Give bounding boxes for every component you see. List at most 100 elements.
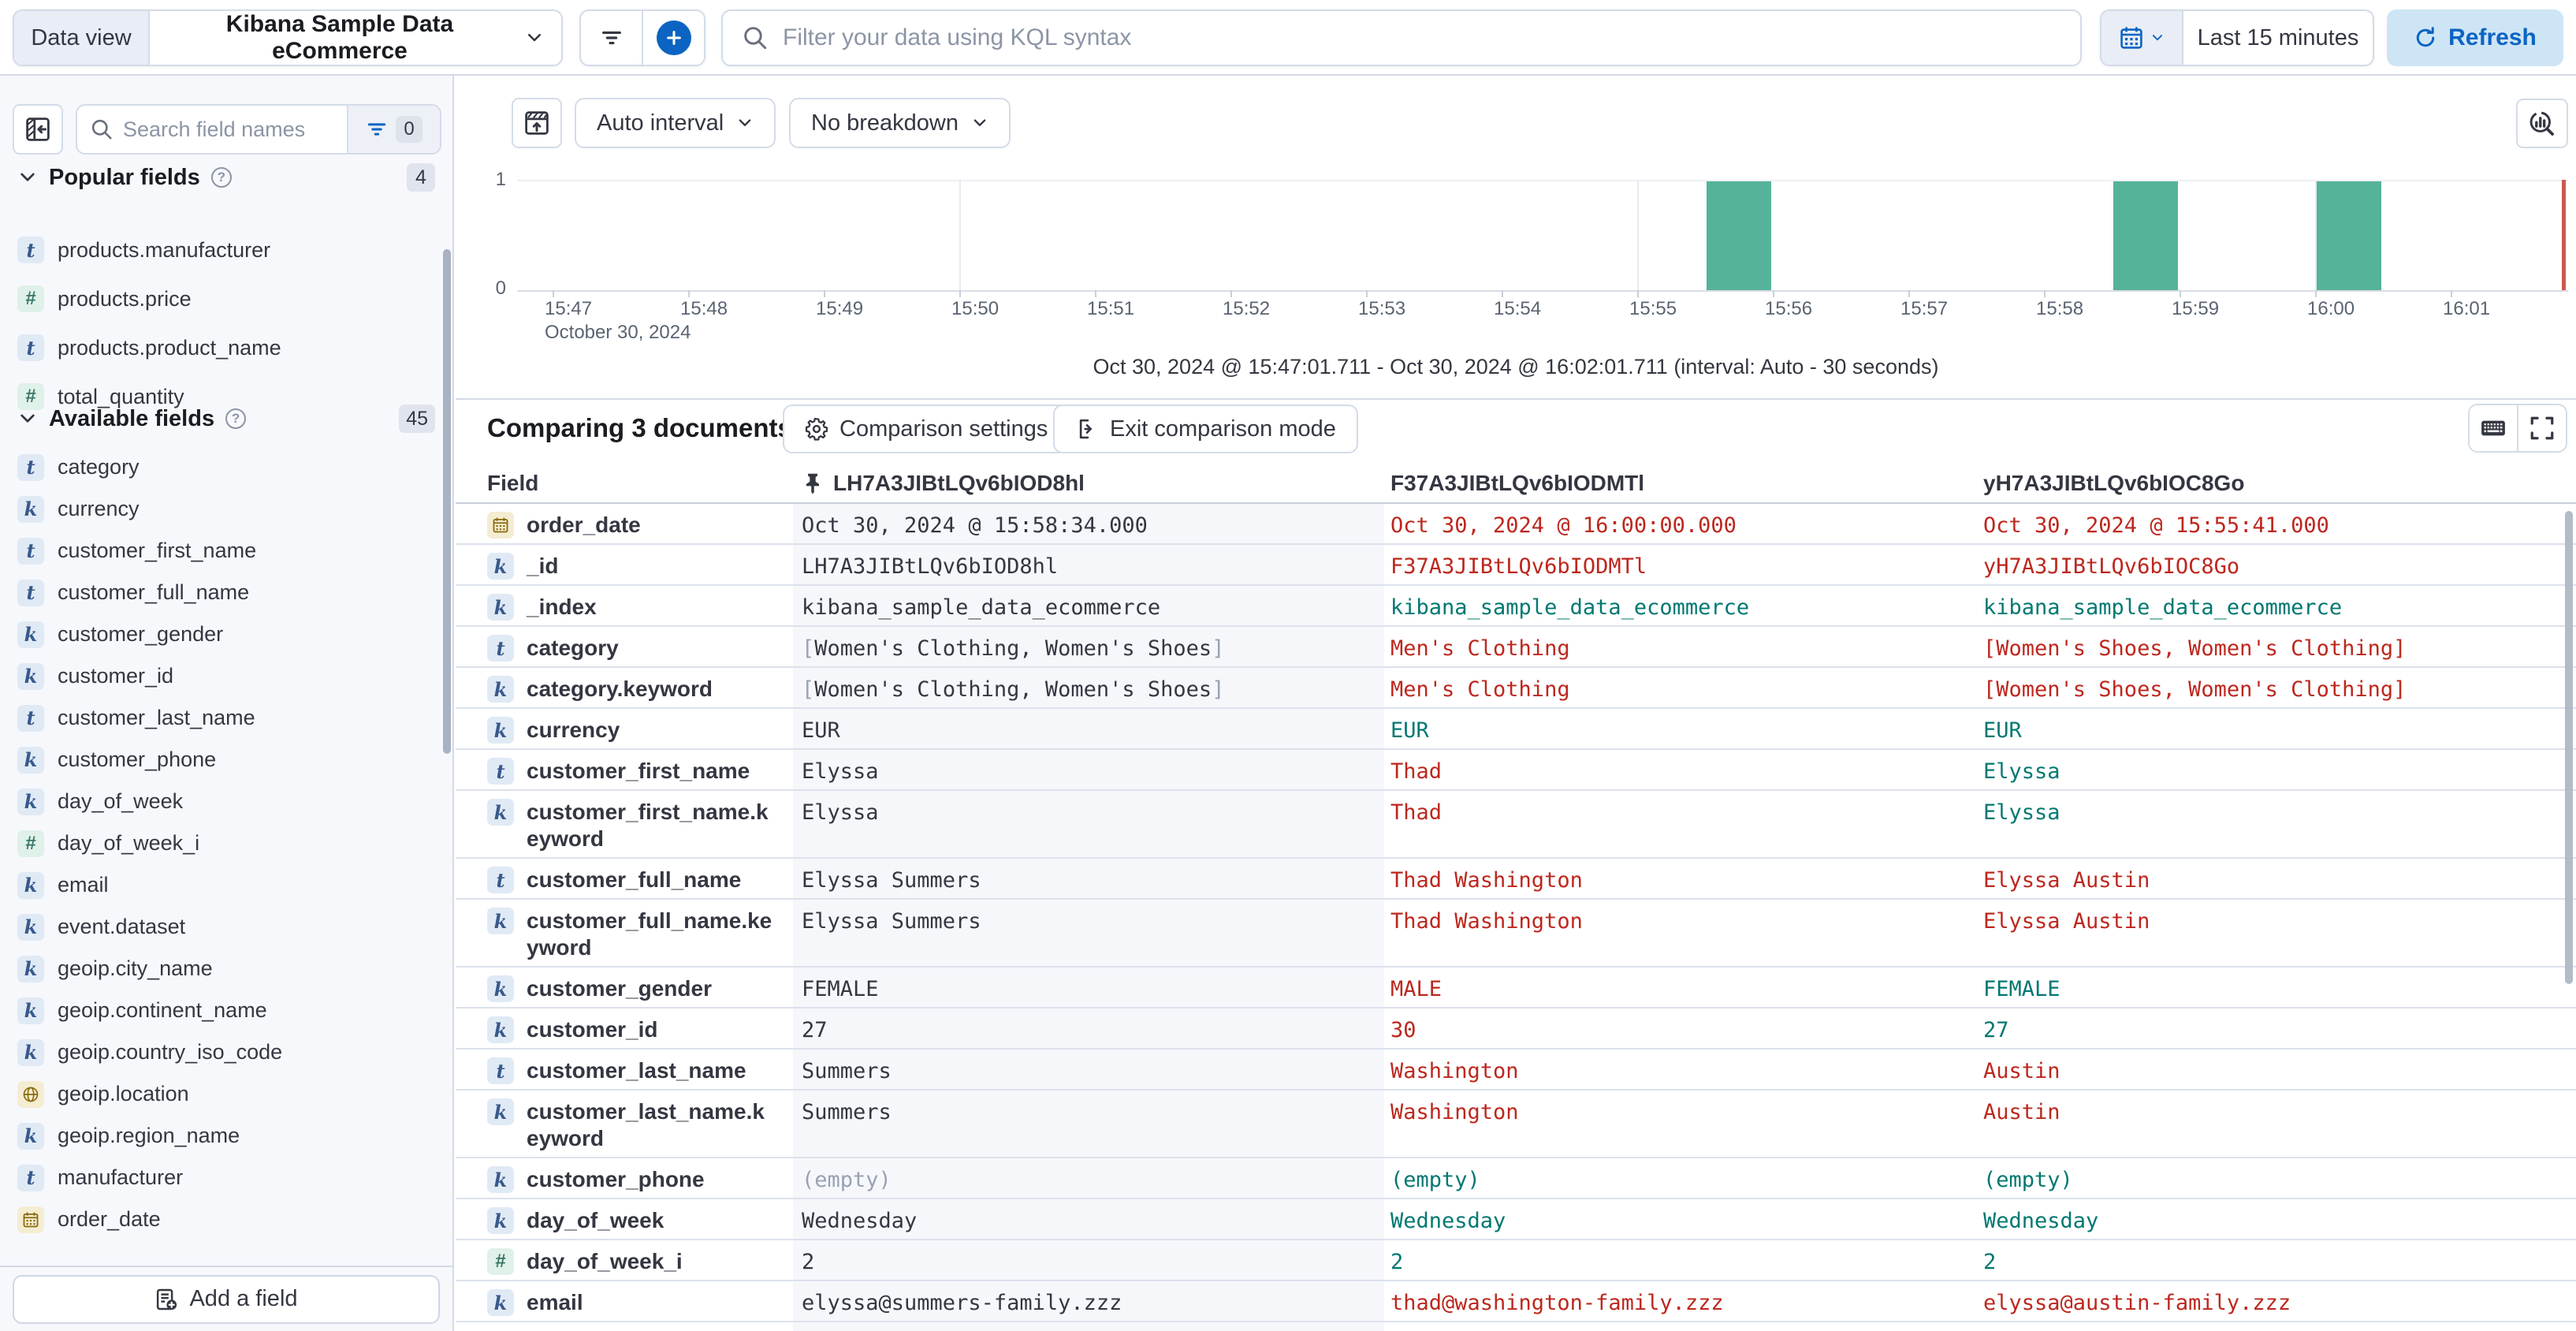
sidebar-field-customer_full_name[interactable]: t customer_full_name: [0, 572, 452, 613]
comparison-settings-button[interactable]: Comparison settings: [783, 405, 1070, 453]
comparison-row-category.keyword: k category.keyword [Women's Clothing, Wome…: [456, 668, 2576, 709]
row-field-name: customer_first_name.keyword: [527, 800, 769, 851]
sidebar-field-geoip.location[interactable]: geoip.location: [0, 1073, 452, 1115]
data-view-button[interactable]: Kibana Sample Data eCommerce: [150, 11, 561, 65]
sidebar-field-day_of_week_i[interactable]: # day_of_week_i: [0, 822, 452, 864]
field-type-text-badge: t: [17, 237, 44, 263]
help-icon[interactable]: [225, 408, 247, 429]
top-navigation-bar: Data view Kibana Sample Data eCommerce L…: [0, 0, 2576, 76]
field-type-text-badge: t: [17, 1164, 44, 1191]
fullscreen-icon: [2529, 415, 2556, 442]
sidebar-field-geoip.continent_name[interactable]: k geoip.continent_name: [0, 990, 452, 1031]
kql-query-input[interactable]: [783, 24, 2061, 51]
fullscreen-button[interactable]: [2517, 405, 2566, 451]
row-value: [Women's Clothing, Women's Shoes]: [802, 636, 1225, 661]
sidebar-field-day_of_week[interactable]: k day_of_week: [0, 781, 452, 822]
row-value: thad@washington-family.zzz: [1390, 1291, 1724, 1315]
field-label: event.dataset: [58, 915, 186, 938]
sidebar-field-geoip.city_name[interactable]: k geoip.city_name: [0, 948, 452, 990]
comparison-row-day_of_week: k day_of_week Wednesday Wednesday Wednesday: [456, 1199, 2576, 1240]
sidebar-field-email[interactable]: k email: [0, 864, 452, 906]
field-label: geoip.region_name: [58, 1124, 240, 1147]
row-value: Oct 30, 2024 @ 16:00:00.000: [1390, 513, 1737, 538]
filter-menu-button[interactable]: [581, 11, 642, 65]
field-type-keyword-badge: k: [17, 621, 44, 648]
available-fields-list: t category k currency t customer_first_name t c…: [0, 446, 452, 1240]
row-field-name: category.keyword: [527, 677, 713, 701]
comparison-row-customer_full_name.keyword: k customer_full_name.keyword Elyssa Summer…: [456, 900, 2576, 967]
sidebar-field-customer_first_name[interactable]: t customer_first_name: [0, 530, 452, 572]
table-scrollbar[interactable]: [2565, 511, 2573, 984]
row-value: elyssa@austin-family.zzz: [1983, 1291, 2291, 1315]
field-type-keyword-badge: k: [17, 1122, 44, 1150]
field-type-keyword-badge: k: [17, 871, 44, 899]
row-field-name: customer_first_name: [527, 759, 750, 783]
field-label: day_of_week: [58, 789, 184, 813]
histogram-bar[interactable]: [1707, 181, 1771, 290]
field-type-keyword-badge: k: [487, 1207, 514, 1234]
sidebar-field-total_quantity[interactable]: # total_quantity: [0, 372, 452, 421]
sidebar-scrollbar[interactable]: [443, 249, 451, 754]
row-value: Elyssa: [802, 759, 879, 784]
field-type-keyword-badge: k: [487, 975, 514, 1002]
sidebar-field-products.manufacturer[interactable]: t products.manufacturer: [0, 226, 452, 274]
histogram-bar[interactable]: [2317, 181, 2381, 290]
row-value: Thad: [1390, 800, 1442, 825]
field-filter-button[interactable]: 0: [347, 106, 440, 153]
comparing-documents-title: Comparing 3 documents: [487, 413, 792, 442]
search-icon: [90, 117, 114, 141]
add-field-button[interactable]: Add a field: [13, 1274, 440, 1324]
row-field-cell: k _index: [456, 586, 793, 625]
refresh-button[interactable]: Refresh: [2387, 9, 2563, 66]
field-type-text-badge: t: [17, 537, 44, 565]
keyboard-shortcuts-button[interactable]: [2470, 405, 2517, 451]
sidebar-field-geoip.country_iso_code[interactable]: k geoip.country_iso_code: [0, 1031, 452, 1073]
hide-chart-button[interactable]: [512, 98, 562, 148]
field-type-number-badge: #: [17, 830, 44, 857]
breakdown-select-button[interactable]: No breakdown: [789, 98, 1011, 148]
comparison-row-customer_id: k customer_id 27 30 27: [456, 1009, 2576, 1050]
sidebar-field-customer_id[interactable]: k customer_id: [0, 655, 452, 697]
histogram-bar[interactable]: [2113, 181, 2178, 290]
quick-select-button[interactable]: [2101, 11, 2183, 65]
sidebar-field-geoip.region_name[interactable]: k geoip.region_name: [0, 1115, 452, 1157]
available-fields-header[interactable]: Available fields 45: [0, 405, 452, 433]
data-view-value: Kibana Sample Data eCommerce: [225, 11, 454, 64]
sidebar-field-customer_phone[interactable]: k customer_phone: [0, 739, 452, 781]
field-search-input[interactable]: [123, 117, 347, 142]
sidebar-field-products.price[interactable]: # products.price: [0, 274, 452, 323]
sidebar-field-customer_gender[interactable]: k customer_gender: [0, 613, 452, 655]
field-type-keyword-badge: k: [487, 908, 514, 934]
row-value: 30: [1390, 1018, 1416, 1042]
popular-fields-list: t products.manufacturer # products.price t pr…: [0, 226, 452, 421]
exit-comparison-button[interactable]: Exit comparison mode: [1053, 405, 1358, 453]
popular-fields-header[interactable]: Popular fields 4: [0, 163, 452, 192]
sidebar-field-order_date[interactable]: order_date: [0, 1199, 452, 1240]
sidebar-field-currency[interactable]: k currency: [0, 488, 452, 530]
comparison-row-customer_last_name.keyword: k customer_last_name.keyword Summers Washin…: [456, 1091, 2576, 1158]
row-value: LH7A3JIBtLQv6bIOD8hl: [802, 554, 1059, 579]
x-axis-tick-label: 15:52: [1223, 298, 1271, 319]
sidebar-field-products.product_name[interactable]: t products.product_name: [0, 323, 452, 372]
sidebar-field-category[interactable]: t category: [0, 446, 452, 488]
sidebar-field-event.dataset[interactable]: k event.dataset: [0, 906, 452, 948]
sidebar-field-manufacturer[interactable]: t manufacturer: [0, 1157, 452, 1199]
row-value: 2: [802, 1250, 815, 1274]
help-icon[interactable]: [210, 167, 232, 188]
sidebar-footer: Add a field: [0, 1266, 452, 1331]
collapse-sidebar-button[interactable]: [13, 104, 63, 155]
comparison-row-category: t category [Women's Clothing, Women's Shoe…: [456, 627, 2576, 668]
interval-select-button[interactable]: Auto interval: [575, 98, 776, 148]
field-type-number-badge: #: [17, 383, 44, 410]
sidebar-field-customer_last_name[interactable]: t customer_last_name: [0, 697, 452, 739]
add-filter-button[interactable]: [642, 11, 704, 65]
field-type-keyword-badge: k: [487, 1098, 514, 1125]
row-field-name: customer_full_name.keyword: [527, 908, 772, 960]
time-range-value[interactable]: Last 15 minutes: [2183, 25, 2373, 51]
x-axis-tick: [1637, 290, 1639, 297]
explore-in-lens-button[interactable]: [2516, 99, 2568, 148]
collapse-sidebar-icon: [24, 116, 51, 143]
x-axis-tick-label: 15:56: [1765, 298, 1813, 319]
row-value: Washington: [1390, 1059, 1519, 1083]
field-label: total_quantity: [58, 384, 184, 408]
